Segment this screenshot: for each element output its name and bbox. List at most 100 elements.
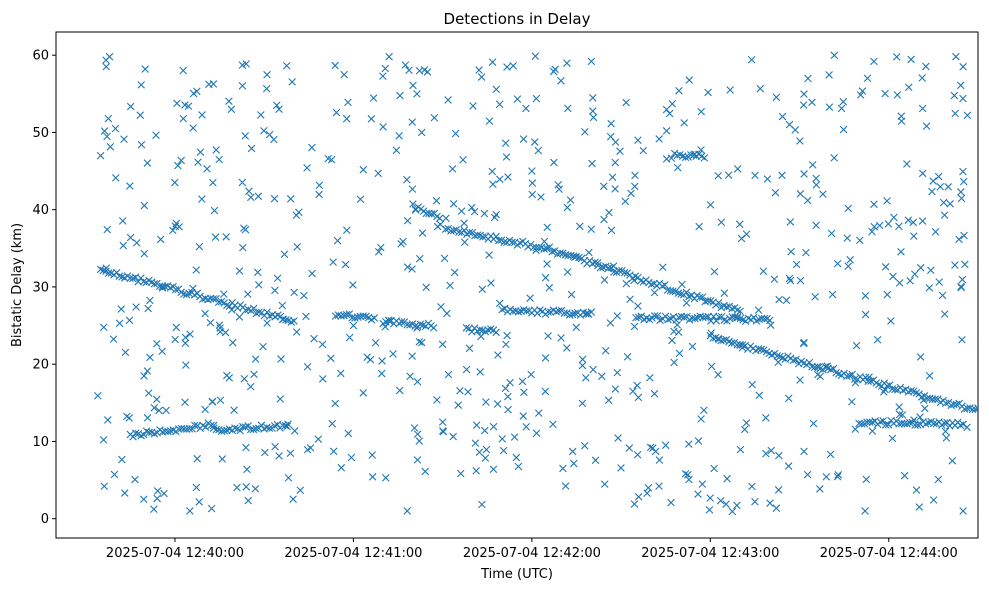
detection-marker — [193, 87, 201, 96]
detection-marker — [278, 315, 287, 324]
detection-marker — [198, 111, 206, 119]
detection-marker — [310, 334, 318, 343]
detection-marker — [467, 203, 476, 212]
detection-marker — [622, 279, 631, 288]
detection-marker — [137, 274, 145, 282]
detection-marker — [922, 122, 931, 130]
detection-marker — [473, 231, 482, 239]
detection-marker — [513, 95, 522, 103]
detection-marker — [688, 342, 697, 351]
detection-marker — [661, 441, 670, 450]
detection-marker — [286, 195, 295, 203]
detection-marker — [433, 222, 442, 231]
detection-marker — [342, 114, 351, 123]
detection-marker — [115, 272, 124, 280]
detection-marker — [333, 236, 342, 245]
detection-marker — [289, 495, 297, 503]
detection-marker — [748, 482, 756, 491]
detection-marker — [935, 278, 943, 286]
detection-marker — [152, 131, 160, 139]
detection-marker — [385, 317, 393, 325]
x-tick-label: 2025-07-04 12:40:00 — [106, 546, 244, 561]
detection-marker — [460, 238, 469, 246]
detection-marker — [550, 158, 558, 167]
detection-marker — [117, 305, 126, 313]
detection-marker — [282, 316, 290, 324]
detection-marker — [812, 174, 820, 183]
detection-marker — [510, 433, 519, 441]
detection-marker — [331, 61, 339, 70]
detection-marker — [938, 291, 947, 300]
detection-marker — [681, 153, 690, 162]
detection-marker — [857, 420, 866, 428]
detection-marker — [812, 181, 821, 189]
detection-marker — [290, 427, 299, 435]
detection-marker — [273, 274, 282, 283]
detection-marker — [271, 286, 279, 295]
detection-marker — [405, 66, 413, 75]
detection-marker — [585, 248, 593, 257]
detection-marker — [201, 423, 210, 431]
detection-marker — [459, 156, 467, 164]
detection-marker — [650, 389, 659, 398]
detection-marker — [302, 312, 310, 321]
detection-marker — [862, 475, 871, 484]
detection-marker — [374, 247, 383, 256]
detection-marker — [227, 306, 236, 314]
detection-marker — [186, 507, 194, 515]
detection-marker — [139, 430, 148, 439]
detection-marker — [482, 398, 490, 406]
detection-marker — [681, 469, 690, 478]
detection-marker — [409, 200, 417, 208]
detection-marker — [559, 464, 567, 473]
detection-marker — [825, 103, 834, 111]
detection-marker — [504, 405, 512, 414]
detection-marker — [633, 450, 642, 459]
detection-marker — [438, 340, 447, 349]
detection-marker — [563, 268, 572, 276]
detection-marker — [251, 484, 260, 493]
detection-marker — [255, 308, 263, 316]
detection-marker — [634, 393, 643, 402]
detection-marker — [487, 279, 495, 287]
detection-marker — [959, 94, 967, 103]
detection-marker — [340, 70, 348, 79]
detection-marker — [828, 290, 837, 299]
detection-marker — [442, 214, 450, 223]
detection-marker — [408, 185, 417, 193]
detection-marker — [630, 276, 638, 285]
detection-marker — [413, 90, 421, 98]
detection-marker — [706, 201, 715, 209]
detection-marker — [959, 507, 967, 515]
detection-marker — [722, 303, 731, 311]
detection-marker — [144, 304, 152, 313]
detection-marker — [695, 222, 703, 231]
detection-marker — [792, 355, 800, 364]
detection-marker — [241, 132, 250, 140]
detection-marker — [724, 171, 733, 179]
detection-marker — [736, 341, 745, 349]
detection-marker — [300, 291, 308, 300]
detection-marker — [385, 52, 393, 61]
detection-marker — [471, 439, 480, 447]
detection-marker — [403, 263, 412, 271]
detection-marker — [833, 472, 842, 481]
detection-marker — [201, 405, 209, 414]
detection-marker — [568, 310, 577, 319]
detection-marker — [963, 423, 971, 432]
detection-marker — [665, 109, 674, 118]
detection-marker — [437, 302, 445, 311]
detection-marker — [957, 283, 966, 292]
detection-marker — [493, 400, 502, 408]
detection-marker — [150, 280, 159, 288]
detection-marker — [796, 376, 804, 384]
detection-marker — [485, 251, 493, 259]
detection-marker — [589, 113, 598, 122]
detection-marker — [446, 281, 454, 290]
detection-marker — [337, 463, 346, 472]
detection-marker — [220, 426, 229, 435]
detection-marker — [153, 339, 161, 348]
detection-marker — [512, 453, 521, 462]
detection-marker — [153, 487, 162, 495]
y-tick-label: 10 — [32, 435, 49, 450]
